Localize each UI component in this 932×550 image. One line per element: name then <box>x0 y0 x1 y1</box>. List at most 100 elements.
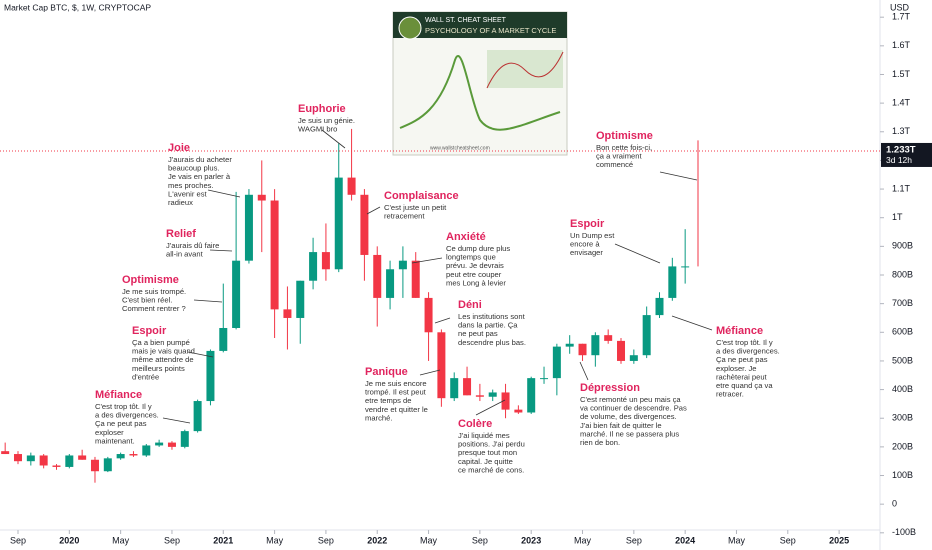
candle-body <box>65 455 74 467</box>
annotation-line: a des divergences. <box>95 411 159 420</box>
annotation-line: etre temps de <box>365 396 411 405</box>
annotation-line: beaucoup plus. <box>168 164 220 173</box>
annotation-line: descendre plus bas. <box>458 338 526 347</box>
annotation-title: Dépression <box>580 382 640 394</box>
y-tick-label: 200B <box>892 441 913 451</box>
price-tag-countdown: 3d 12h <box>886 155 912 165</box>
inset-footer: www.wallstcheatsheet.com <box>430 145 490 151</box>
annotation-line: dans la partie. Ça <box>458 321 518 330</box>
candle-body <box>347 177 356 195</box>
x-tick-label: May <box>112 535 130 545</box>
annotation-line: Je me suis trompé. <box>122 287 186 296</box>
annotation-line: positions. J'ai perdu <box>458 440 525 449</box>
y-tick-label: 900B <box>892 241 913 251</box>
annotation-line: a des divergences. <box>716 347 780 356</box>
annotation-leader <box>475 399 506 416</box>
candle-body <box>501 392 510 410</box>
annotation-title: Optimisme <box>596 130 653 142</box>
annotation-line: d'entrée <box>132 372 159 381</box>
annotation-title: Déni <box>458 299 482 311</box>
candle-body <box>668 266 677 298</box>
candle-body <box>629 355 638 361</box>
candle-body <box>103 458 112 472</box>
candle-body <box>283 309 292 318</box>
annotation-line: rien de bon. <box>580 438 620 447</box>
inset-logo <box>398 16 422 40</box>
annotation-line: Un Dump est <box>570 231 615 240</box>
annotation-line: prévu. Je devrais <box>446 261 504 270</box>
candle-body <box>193 401 202 432</box>
annotation-line: exploser <box>95 428 124 437</box>
annotation-title: Espoir <box>570 218 605 230</box>
annotation-leader <box>209 249 233 252</box>
candle-body <box>244 194 253 261</box>
annotation-line: Bon cette fois-ci, <box>596 143 652 152</box>
annotation-line: va continuer de descendre. Pas <box>580 404 687 413</box>
annotation-line: L'avenir est <box>168 189 207 198</box>
candle-body <box>386 269 395 298</box>
candle-body <box>514 409 523 413</box>
candle-body <box>321 252 330 270</box>
candle-body <box>309 252 318 281</box>
annotation-title: Joie <box>168 142 190 154</box>
annotation-line: de volume, des divergences. <box>580 412 677 421</box>
annotation-line: J'aurais du acheter <box>168 155 232 164</box>
annotation-line: Je me suis encore <box>365 379 427 388</box>
annotation-line: ça a vraiment <box>596 152 642 161</box>
candle-body <box>334 177 343 270</box>
annotation-leader <box>321 129 346 149</box>
candle-body <box>604 335 613 341</box>
annotation-line: J'ai bien fait de quitter le <box>580 421 662 430</box>
annotation-leader <box>162 417 191 424</box>
annotation-line: rachèterai peut <box>716 372 768 381</box>
x-tick-label: 2024 <box>675 535 695 545</box>
inset-image: WALL ST. CHEAT SHEET PSYCHOLOGY OF A MAR… <box>392 11 568 156</box>
annotation-line: marché. Il ne se passera plus <box>580 429 679 438</box>
candle-body <box>565 343 574 347</box>
annotation-line: J'aurais dû faire <box>166 241 219 250</box>
annotation-line: Je suis un génie. <box>298 116 355 125</box>
annotation-line: marché. <box>365 413 392 422</box>
annotation-title: Colère <box>458 418 492 430</box>
y-tick-label: 1.5T <box>892 69 911 79</box>
annotation-line: presque tout mon <box>458 448 517 457</box>
y-tick-label: 500B <box>892 355 913 365</box>
annotation-line: Ça a bien pumpé <box>132 338 190 347</box>
candle-body <box>129 454 138 456</box>
x-tick-label: 2025 <box>829 535 849 545</box>
annotation-line: encore à <box>570 240 600 249</box>
x-tick-label: 2021 <box>213 535 233 545</box>
candle-body <box>463 378 472 396</box>
annotation-line: même attendre de <box>132 355 194 364</box>
annotation-line: retracer. <box>716 390 744 399</box>
annotation-line: envisager <box>570 248 603 257</box>
annotation-line: ce marché de cons. <box>458 465 524 474</box>
candle-body <box>540 378 549 380</box>
annotation-line: retracement <box>384 212 425 221</box>
annotation-line: mes proches. <box>168 181 214 190</box>
y-tick-label: 600B <box>892 327 913 337</box>
candle-body <box>257 194 266 201</box>
candle-body <box>142 445 151 456</box>
candle-body <box>360 194 369 255</box>
candle-body <box>270 200 279 310</box>
annotation-title: Méfiance <box>716 325 763 337</box>
annotation-line: peut etre couper <box>446 270 502 279</box>
x-tick-label: 2022 <box>367 535 387 545</box>
annotation-title: Relief <box>166 228 196 240</box>
candle-body <box>373 254 382 298</box>
annotation-title: Euphorie <box>298 103 346 115</box>
annotation-leader <box>193 299 223 303</box>
candle-body <box>450 378 459 399</box>
annotation-line: commencé <box>596 160 633 169</box>
annotation-line: C'est bien réel. <box>122 296 172 305</box>
y-tick-label: 1.7T <box>892 12 911 22</box>
annotation-line: C'est juste un petit <box>384 203 447 212</box>
annotation-title: Anxiété <box>446 231 486 243</box>
x-tick-label: 2023 <box>521 535 541 545</box>
annotation-line: Ça ne peut pas <box>95 419 147 428</box>
inset-curve <box>399 55 561 131</box>
candle-body <box>206 350 215 402</box>
annotation-line: mes Long à levier <box>446 278 506 287</box>
candle-body <box>398 260 407 270</box>
